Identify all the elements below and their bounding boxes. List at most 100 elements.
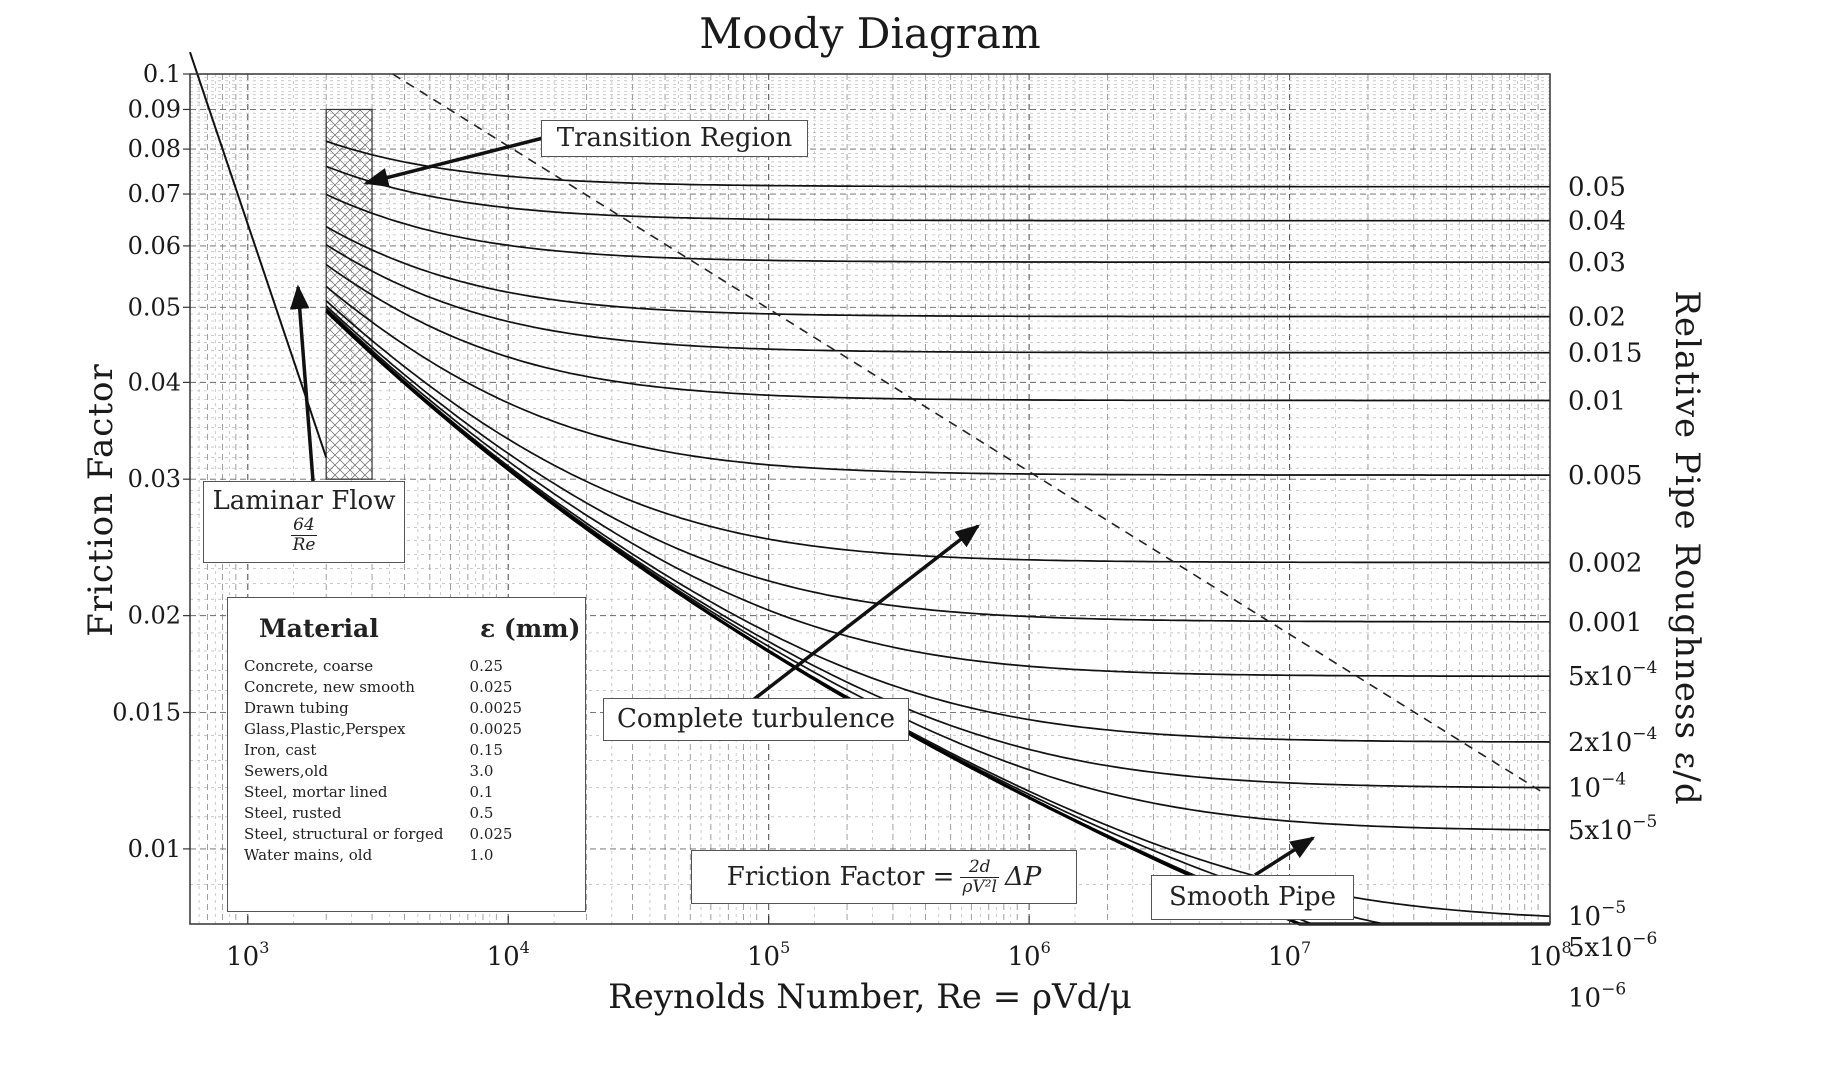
y-tick-label: 0.08 xyxy=(128,135,181,163)
roughness-curve xyxy=(325,285,1550,476)
roughness-label-base: 10 xyxy=(1568,774,1601,804)
legend-eps: 1.0 xyxy=(469,846,494,864)
laminar-arrow xyxy=(289,284,315,482)
roughness-label-base: 5x10 xyxy=(1568,816,1632,846)
roughness-label-base: 10 xyxy=(1568,902,1601,932)
roughness-label-exp: −6 xyxy=(1632,929,1657,949)
y-tick-label: 0.015 xyxy=(112,698,181,726)
material-table: Concrete, coarse 0.25 Concrete, new smooth… xyxy=(244,656,522,866)
legend-row: Concrete, coarse 0.25 xyxy=(244,656,522,677)
roughness-label: 2x10−4 xyxy=(1568,724,1657,758)
laminar-flow-box: Laminar Flow 64 Re xyxy=(203,481,405,563)
roughness-label-base: 0.005 xyxy=(1568,461,1642,491)
legend-eps: 0.25 xyxy=(469,657,503,675)
roughness-curve xyxy=(325,300,1550,564)
y-tick-label: 0.09 xyxy=(128,95,181,123)
legend-header-eps: ε (mm) xyxy=(480,614,581,643)
roughness-label-base: 0.001 xyxy=(1568,608,1642,638)
formula-den: ρV²l xyxy=(962,876,997,897)
roughness-curve xyxy=(325,307,1550,678)
roughness-label-base: 0.05 xyxy=(1568,173,1626,203)
transition-arrow xyxy=(363,136,544,188)
roughness-curve xyxy=(325,243,1550,354)
complete-turbulence-boundary xyxy=(392,73,1545,794)
x-tick-label: 105 xyxy=(747,938,790,972)
roughness-label-exp: −6 xyxy=(1601,979,1626,999)
laminar-line xyxy=(189,51,328,458)
transition-region-block xyxy=(325,108,373,480)
roughness-curve xyxy=(325,309,1551,743)
roughness-label: 0.04 xyxy=(1568,207,1626,237)
roughness-label: 0.002 xyxy=(1568,548,1642,578)
legend-eps: 0.025 xyxy=(469,825,513,843)
legend-material: Drawn tubing xyxy=(244,699,349,717)
roughness-label-base: 2x10 xyxy=(1568,728,1632,758)
roughness-label: 0.01 xyxy=(1568,386,1626,416)
formula-prefix: Friction Factor = xyxy=(726,862,955,892)
legend-material: Glass,Plastic,Perspex xyxy=(244,720,406,738)
laminar-formula-num: 64 xyxy=(290,516,318,536)
smooth-pipe-box: Smooth Pipe xyxy=(1151,875,1354,920)
complete-turbulence-label: Complete turbulence xyxy=(616,704,896,734)
legend-material: Concrete, new smooth xyxy=(244,678,415,696)
roughness-label: 5x10−4 xyxy=(1568,658,1657,692)
roughness-label-base: 5x10 xyxy=(1568,662,1632,692)
legend-row: Water mains, old 1.0 xyxy=(244,845,522,866)
roughness-label-base: 0.015 xyxy=(1568,339,1642,369)
roughness-label-exp: −4 xyxy=(1601,770,1626,790)
roughness-label-base: 0.04 xyxy=(1568,207,1626,237)
roughness-label-base: 10 xyxy=(1568,983,1601,1013)
legend-material: Steel, mortar lined xyxy=(244,783,388,801)
legend-row: Glass,Plastic,Perspex 0.0025 xyxy=(244,719,522,740)
x-tick-label: 108 xyxy=(1528,938,1571,972)
roughness-label: 10−5 xyxy=(1568,898,1626,932)
roughness-label: 0.015 xyxy=(1568,339,1642,369)
y-tick-label: 0.07 xyxy=(128,180,181,208)
plot-frame xyxy=(189,73,1551,925)
laminar-formula-den: Re xyxy=(292,535,316,555)
x-tick-label: 107 xyxy=(1268,938,1311,972)
roughness-label: 0.02 xyxy=(1568,303,1626,333)
legend-material: Sewers,old xyxy=(244,762,328,780)
legend-row: Iron, cast 0.15 xyxy=(244,740,522,761)
roughness-label: 5x10−6 xyxy=(1568,929,1657,963)
legend-row: Sewers,old 3.0 xyxy=(244,761,522,782)
formula-fraction: 2d ρV²l xyxy=(960,857,999,897)
legend-eps: 0.1 xyxy=(469,783,494,801)
x-tick-label: 106 xyxy=(1007,938,1050,972)
material-roughness-table: Material ε (mm) Concrete, coarse 0.25 Conc… xyxy=(227,597,586,912)
roughness-label-base: 5x10 xyxy=(1568,933,1632,963)
roughness-label-exp: −5 xyxy=(1632,812,1657,832)
smooth-pipe-arrow xyxy=(1254,836,1316,877)
roughness-label: 0.05 xyxy=(1568,173,1626,203)
y-tick-label: 0.01 xyxy=(128,835,181,863)
roughness-label-exp: −5 xyxy=(1601,898,1626,918)
legend-eps: 0.0025 xyxy=(469,699,523,717)
x-axis-title: Reynolds Number, Re = ρVd/μ xyxy=(608,977,1132,1017)
roughness-label-base: 0.03 xyxy=(1568,248,1626,278)
legend-material: Iron, cast xyxy=(244,741,317,759)
roughness-label: 0.03 xyxy=(1568,248,1626,278)
legend-row: Concrete, new smooth 0.025 xyxy=(244,677,522,698)
legend-material: Steel, structural or forged xyxy=(244,825,444,843)
y-tick-label: 0.02 xyxy=(128,602,181,630)
legend-row: Steel, mortar lined 0.1 xyxy=(244,782,522,803)
roughness-label: 0.005 xyxy=(1568,461,1642,491)
legend-row: Steel, rusted 0.5 xyxy=(244,803,522,824)
legend-row: Steel, structural or forged 0.025 xyxy=(244,824,522,845)
legend-eps: 0.15 xyxy=(469,741,503,759)
x-tick-label: 104 xyxy=(487,938,530,972)
roughness-curve xyxy=(325,165,1550,222)
roughness-curve xyxy=(325,193,1550,263)
formula-suffix: ΔP xyxy=(1004,862,1042,892)
roughness-curve xyxy=(325,225,1550,318)
roughness-label: 10−6 xyxy=(1568,979,1626,1013)
complete-turbulence-box: Complete turbulence xyxy=(603,698,909,741)
roughness-label-exp: −4 xyxy=(1632,724,1657,744)
roughness-label: 0.001 xyxy=(1568,608,1642,638)
friction-factor-formula-box: Friction Factor = 2d ρV²l ΔP xyxy=(691,850,1077,904)
roughness-label-base: 0.02 xyxy=(1568,303,1626,333)
legend-row: Drawn tubing 0.0025 xyxy=(244,698,522,719)
roughness-label-base: 0.01 xyxy=(1568,386,1626,416)
